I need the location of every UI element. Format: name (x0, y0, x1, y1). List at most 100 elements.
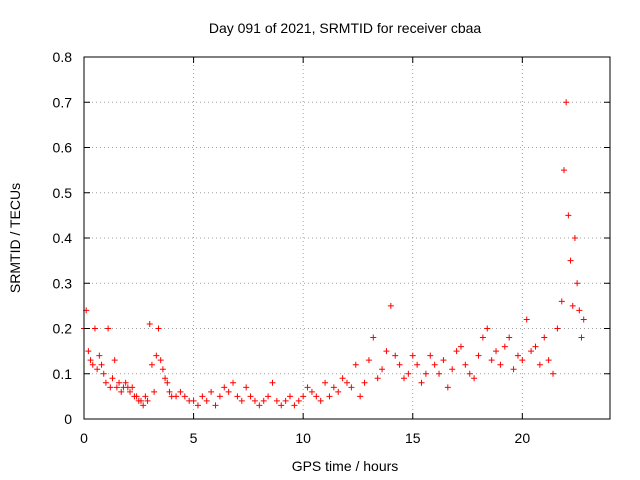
data-point (479, 334, 486, 341)
data-point (457, 343, 464, 350)
data-point (269, 379, 276, 386)
x-tick-label: 0 (80, 430, 88, 446)
x-tick-label: 15 (405, 430, 421, 446)
y-tick-label: 0.8 (53, 49, 73, 65)
data-point (493, 348, 500, 355)
data-point (580, 316, 587, 323)
data-point (181, 393, 188, 400)
data-point (87, 357, 94, 364)
data-point (383, 348, 390, 355)
data-point (89, 361, 96, 368)
data-point (243, 384, 250, 391)
data-point (387, 302, 394, 309)
grid (84, 57, 610, 419)
data-point (560, 167, 567, 174)
data-point (291, 402, 298, 409)
data-point (116, 379, 123, 386)
data-point (221, 384, 228, 391)
data-point (144, 397, 151, 404)
data-point (164, 379, 171, 386)
data-point (166, 388, 173, 395)
data-point (414, 361, 421, 368)
data-point (335, 388, 342, 395)
data-point (392, 352, 399, 359)
data-point (251, 397, 258, 404)
data-point (122, 379, 129, 386)
data-point (256, 402, 263, 409)
data-point (109, 375, 116, 382)
data-point (488, 357, 495, 364)
data-point (113, 384, 120, 391)
data-point (194, 402, 201, 409)
x-tick-label: 20 (515, 430, 531, 446)
data-point (422, 370, 429, 377)
data-point (357, 393, 364, 400)
data-point (462, 361, 469, 368)
data-point (157, 357, 164, 364)
data-point (208, 388, 215, 395)
data-point (162, 375, 169, 382)
data-point (133, 393, 140, 400)
y-tick-label: 0.3 (53, 275, 73, 291)
data-point (265, 393, 272, 400)
y-tick-label: 0.1 (53, 366, 73, 382)
data-point (105, 325, 112, 332)
data-point (374, 375, 381, 382)
data-point (370, 334, 377, 341)
data-point (304, 384, 311, 391)
data-point (102, 379, 109, 386)
data-point (405, 370, 412, 377)
y-tick-label: 0.6 (53, 140, 73, 156)
data-point (348, 384, 355, 391)
data-point (449, 366, 456, 373)
data-point (190, 397, 197, 404)
data-point (344, 379, 350, 386)
data-point (541, 334, 548, 341)
y-tick-label: 0.2 (53, 321, 73, 337)
y-tick-label: 0 (64, 411, 72, 427)
data-point (153, 352, 160, 359)
data-point (173, 393, 180, 400)
data-point (98, 361, 105, 368)
data-point (436, 370, 443, 377)
data-point (440, 357, 447, 364)
data-point (497, 361, 504, 368)
data-point (282, 397, 289, 404)
y-axis-label: SRMTID / TECUs (7, 183, 23, 293)
data-point (536, 361, 543, 368)
data-point (506, 334, 513, 341)
data-point (199, 393, 206, 400)
data-point (177, 388, 184, 395)
data-point (409, 352, 416, 359)
data-point (565, 212, 572, 219)
data-point (129, 384, 136, 391)
data-point (234, 393, 241, 400)
data-point (427, 352, 434, 359)
data-point (94, 366, 101, 373)
data-point (137, 397, 144, 404)
axis-ticks (83, 56, 610, 420)
data-point (96, 352, 103, 359)
data-point (287, 393, 294, 400)
data-point (142, 393, 149, 400)
y-tick-labels: 0 0.1 0.2 0.3 0.4 0.5 0.6 0.7 0.8 (53, 49, 73, 427)
data-point (339, 375, 346, 382)
data-point (550, 370, 557, 377)
data-point (278, 402, 285, 409)
data-point (471, 375, 478, 382)
y-tick-label: 0.4 (53, 230, 73, 246)
x-tick-label: 10 (295, 430, 311, 446)
data-point (453, 348, 460, 355)
data-point (155, 325, 162, 332)
data-point (528, 348, 535, 355)
data-point (118, 388, 125, 395)
data-point (514, 352, 521, 359)
data-point (444, 384, 451, 391)
data-point (91, 325, 98, 332)
data-point (273, 397, 280, 404)
data-point (396, 361, 403, 368)
data-point (475, 352, 482, 359)
data-point (148, 361, 155, 368)
data-point (519, 357, 526, 364)
